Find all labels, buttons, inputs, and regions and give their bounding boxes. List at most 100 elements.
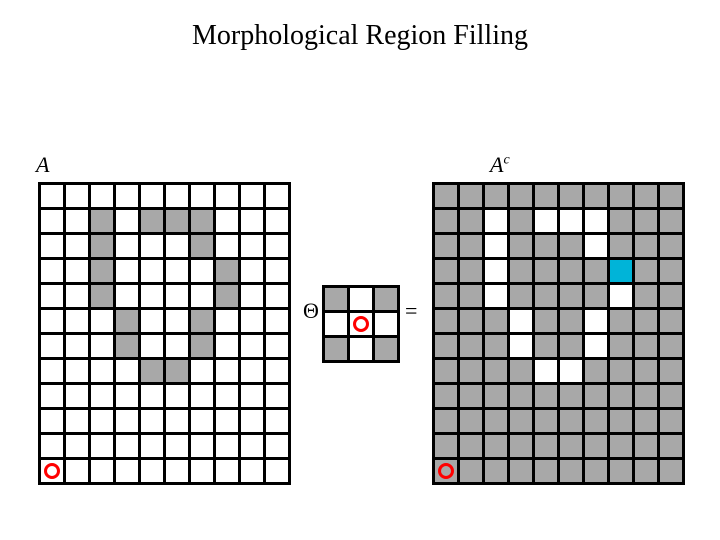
grid-cell: [191, 310, 213, 332]
grid-cell: [485, 435, 507, 457]
grid-cell: [91, 460, 113, 482]
grid-cell: [325, 288, 347, 310]
grid-cell: [560, 285, 582, 307]
grid-cell: [66, 260, 88, 282]
grid-cell: [585, 310, 607, 332]
grid-cell: [66, 285, 88, 307]
grid-structuring-element: [322, 285, 400, 363]
grid-cell: [116, 385, 138, 407]
grid-cell: [485, 360, 507, 382]
grid-cell: [610, 285, 632, 307]
grid-cell: [435, 410, 457, 432]
grid-cell: [141, 460, 163, 482]
grid-cell: [610, 310, 632, 332]
grid-cell: [116, 185, 138, 207]
grid-cell: [66, 335, 88, 357]
grid-cell: [460, 360, 482, 382]
grid-cell: [585, 360, 607, 382]
grid-cell: [610, 335, 632, 357]
grid-cell: [435, 360, 457, 382]
grid-cell: [585, 285, 607, 307]
grid-cell: [66, 210, 88, 232]
label-Ac-base: A: [490, 152, 503, 177]
grid-cell: [91, 335, 113, 357]
grid-cell: [485, 385, 507, 407]
grid-cell: [216, 385, 238, 407]
grid-cell: [166, 185, 188, 207]
grid-cell: [610, 460, 632, 482]
grid-cell: [435, 185, 457, 207]
grid-cell: [610, 435, 632, 457]
grid-cell: [510, 335, 532, 357]
grid-cell: [266, 435, 288, 457]
grid-cell: [116, 235, 138, 257]
grid-cell: [535, 385, 557, 407]
grid-cell: [166, 410, 188, 432]
grid-cell: [350, 338, 372, 360]
grid-cell: [660, 385, 682, 407]
operator-theta: Θ: [303, 298, 319, 324]
grid-cell: [66, 460, 88, 482]
grid-cell: [535, 185, 557, 207]
grid-cell: [660, 335, 682, 357]
grid-cell: [510, 310, 532, 332]
grid-cell: [41, 310, 63, 332]
grid-cell: [635, 435, 657, 457]
grid-cell: [535, 260, 557, 282]
grid-cell: [266, 185, 288, 207]
grid-cell: [350, 288, 372, 310]
grid-cell: [375, 313, 397, 335]
grid-cell: [635, 285, 657, 307]
grid-cell: [116, 260, 138, 282]
operator-equals: =: [405, 298, 417, 324]
grid-cell: [460, 310, 482, 332]
grid-cell: [510, 285, 532, 307]
grid-cell: [216, 310, 238, 332]
grid-cell: [460, 335, 482, 357]
grid-cell: [116, 360, 138, 382]
grid-cell: [560, 360, 582, 382]
grid-cell: [116, 335, 138, 357]
grid-cell: [460, 435, 482, 457]
grid-cell: [375, 288, 397, 310]
grid-cell: [91, 185, 113, 207]
grid-cell: [266, 285, 288, 307]
grid-cell: [141, 435, 163, 457]
grid-cell: [485, 460, 507, 482]
grid-cell: [266, 260, 288, 282]
grid-cell: [116, 210, 138, 232]
grid-cell: [141, 410, 163, 432]
grid-cell: [460, 185, 482, 207]
label-A-complement: Ac: [490, 152, 510, 178]
grid-cell: [535, 285, 557, 307]
grid-cell: [560, 310, 582, 332]
grid-cell: [266, 235, 288, 257]
grid-cell: [535, 310, 557, 332]
grid-cell: [41, 410, 63, 432]
grid-cell: [460, 410, 482, 432]
grid-cell: [66, 360, 88, 382]
grid-cell: [91, 210, 113, 232]
grid-A-complement: [432, 182, 685, 485]
grid-cell: [266, 360, 288, 382]
grid-A: [38, 182, 291, 485]
grid-cell: [325, 338, 347, 360]
grid-cell: [141, 210, 163, 232]
grid-cell: [41, 335, 63, 357]
grid-cell: [91, 410, 113, 432]
grid-cell: [660, 285, 682, 307]
grid-cell: [610, 410, 632, 432]
grid-cell: [560, 210, 582, 232]
grid-cell: [241, 360, 263, 382]
grid-cell: [166, 460, 188, 482]
grid-cell: [560, 185, 582, 207]
grid-cell: [660, 410, 682, 432]
grid-cell: [91, 385, 113, 407]
grid-cell: [585, 235, 607, 257]
grid-cell: [635, 410, 657, 432]
grid-cell: [191, 360, 213, 382]
grid-cell: [266, 210, 288, 232]
grid-cell: [91, 435, 113, 457]
grid-cell: [535, 460, 557, 482]
grid-cell: [166, 435, 188, 457]
